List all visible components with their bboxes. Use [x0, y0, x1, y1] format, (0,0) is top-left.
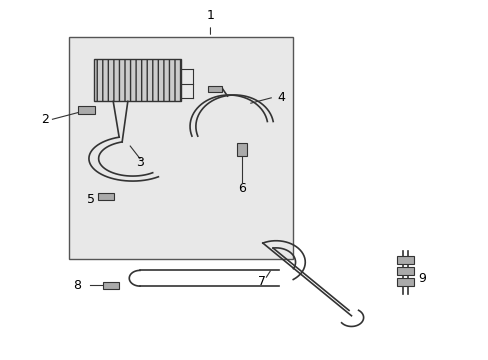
Text: 6: 6 — [238, 183, 245, 195]
Text: 9: 9 — [418, 272, 426, 285]
Bar — [396, 267, 413, 275]
Bar — [78, 107, 95, 114]
Text: 8: 8 — [73, 279, 81, 292]
Text: 2: 2 — [41, 113, 49, 126]
Text: 7: 7 — [257, 275, 265, 288]
Bar — [103, 282, 118, 289]
Bar — [396, 278, 413, 286]
Text: 5: 5 — [87, 193, 95, 206]
Bar — [396, 256, 413, 264]
Text: 3: 3 — [136, 156, 143, 169]
Bar — [94, 59, 181, 102]
Bar — [69, 37, 292, 258]
Bar — [98, 193, 114, 200]
Bar — [208, 86, 222, 92]
Text: 4: 4 — [277, 91, 285, 104]
Bar — [236, 143, 247, 156]
Text: 1: 1 — [206, 9, 214, 34]
